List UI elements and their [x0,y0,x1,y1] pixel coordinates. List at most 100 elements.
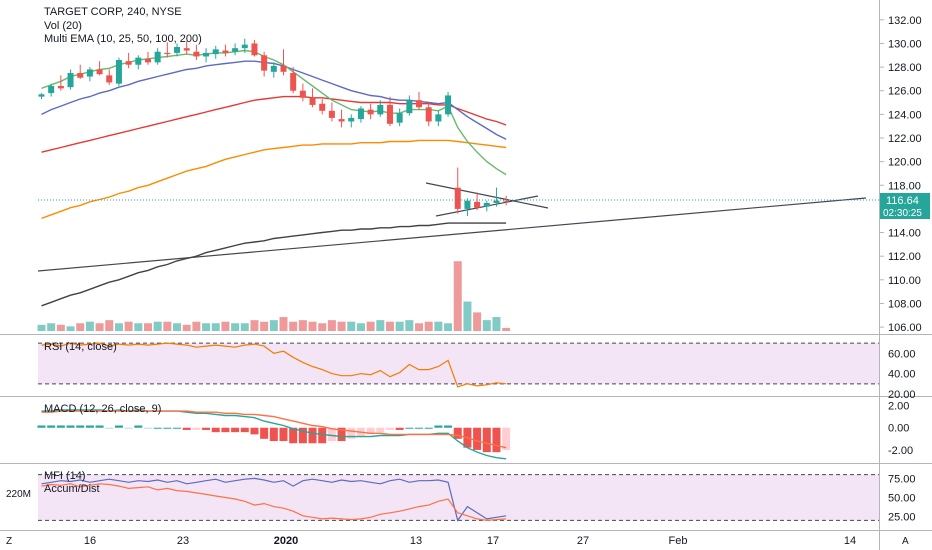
volume-bar [327,320,336,331]
mfi-tick-label: 25.00 [888,512,916,524]
volume-bar [289,321,298,331]
macd-legend[interactable]: MACD (12, 26, close, 9) [44,403,161,415]
volume-bar [318,323,327,331]
candle-body [493,200,500,203]
macd-histogram-bar [192,427,201,430]
volume-bar [424,321,433,331]
x-label: 2020 [274,535,298,547]
macd-histogram-bar [318,427,327,444]
candle-body [251,43,258,56]
volume-bar [163,321,172,331]
macd-histogram-bar [269,427,278,442]
macd-histogram-bar [492,427,501,453]
mfi-tick-label: 50.00 [888,493,916,505]
candle-body [319,103,326,111]
y-tick-label: 126.00 [888,86,922,98]
volume-bar [347,321,356,331]
auto-scale-a-icon[interactable]: A [902,536,909,547]
candle-body [377,104,384,115]
macd-histogram-bar [114,425,123,428]
candle-body [299,90,306,98]
zoom-z-icon[interactable]: Z [6,536,12,547]
macd-histogram-bar [395,427,404,430]
volume-bar [202,323,211,331]
volume-bar [124,321,133,331]
macd-histogram-bar [289,427,298,444]
rsi-legend[interactable]: RSI (14, close) [44,341,117,353]
macd-histogram-bar [502,427,511,450]
macd-histogram-bar [76,425,85,428]
price-tag-countdown: 02:30:25 [883,208,922,219]
y-tick-label: 120.00 [888,157,922,169]
candle-body [164,52,171,55]
triangle-upper-line[interactable] [425,182,549,209]
ema-legend[interactable]: Multi EMA (10, 25, 50, 100, 200) [44,33,202,45]
macd-histogram-bar [366,427,375,435]
macd-histogram-bar [308,427,317,444]
macd-histogram-bar [143,427,152,429]
volume-bar [56,324,65,331]
volume-bar [85,321,94,331]
x-label: Feb [669,535,688,547]
macd-histogram-bar [163,427,172,429]
chart-title[interactable]: TARGET CORP, 240, NYSE [44,6,182,18]
volume-bar [434,321,443,331]
macd-histogram-bar [47,425,56,428]
price-tag: 116.64 02:30:25 [880,193,930,219]
rsi-tick-label: 40.00 [888,369,916,381]
macd-histogram-bar [453,427,462,439]
volume-bar [308,321,317,331]
candle-body [290,73,297,91]
volume-bar [250,320,259,331]
candle-body [348,117,355,122]
macd-histogram-bar [211,427,220,433]
ema100-line [41,139,507,220]
macd-histogram-bar [173,427,182,429]
macd-histogram-bar [298,427,307,444]
macd-histogram-bar [182,427,191,430]
x-label: 13 [410,535,422,547]
mfi-legend[interactable]: MFI (14) [44,470,86,482]
macd-signal-line [41,410,507,449]
macd-histogram-bar [221,427,230,433]
macd-histogram-bar [337,427,346,442]
rsi-band [38,343,879,384]
volume-bar [260,321,269,331]
volume-bar [376,320,385,331]
volume-bar [463,301,472,331]
mfi-tick-label: 75.00 [888,473,916,485]
accum-legend[interactable]: Accum/Dist [44,483,100,495]
macd-histogram-bar [347,427,356,439]
volume-bar [211,323,220,331]
x-label: 16 [84,535,96,547]
volume-bar [298,320,307,331]
x-label: 17 [487,535,499,547]
volume-bar [66,326,75,331]
volume-bar [153,321,162,331]
candle-body [77,73,84,78]
candle-body [367,109,374,115]
mfi-line [41,477,507,522]
price-axis-labels: 132.00 130.00 128.00 126.00 124.00 122.00 120.… [879,15,922,524]
macd-histogram-bar [260,427,269,439]
volume-legend[interactable]: Vol (20) [44,20,82,32]
candle-body [309,97,316,105]
candle-body [357,108,364,120]
candle-body [474,201,481,208]
candle-body [280,65,287,72]
volume-bar [366,321,375,331]
volume-bars [37,261,511,331]
rsi-line [41,342,507,388]
candle-body [174,47,181,53]
candle-body [222,50,229,53]
volume-bar [143,323,152,331]
candle-body [48,86,55,94]
long-trendline[interactable] [37,197,867,272]
volume-bar [240,323,249,331]
macd-histogram-bar [385,427,394,430]
time-axis[interactable]: 16 23 2020 13 17 27 Feb 14 [84,535,856,547]
volume-bar [231,323,240,331]
volume-bar [473,312,482,331]
indicator-lines [37,342,879,522]
